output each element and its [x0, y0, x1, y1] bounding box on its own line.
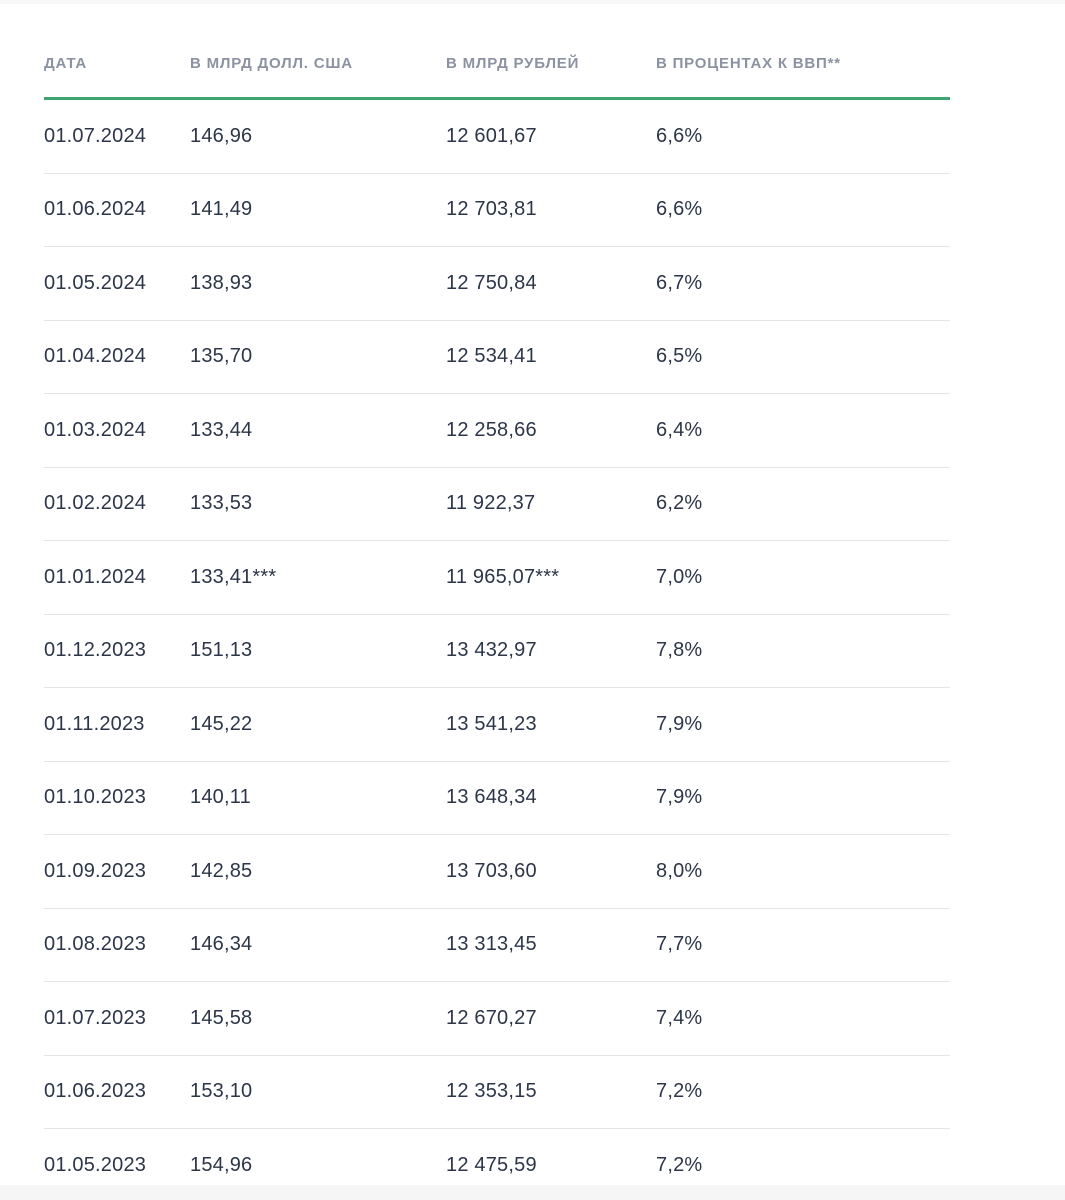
cell-percent-gdp: 6,5% [656, 345, 703, 368]
cell-date: 01.09.2023 [44, 859, 147, 882]
table-row: 01.06.2024 141,49 12 703,81 6,6% [44, 174, 950, 247]
cell-usd-billions: 133,41*** [190, 565, 277, 588]
cell-usd-billions: 138,93 [190, 271, 253, 294]
cell-rub-billions: 13 432,97 [446, 639, 537, 662]
cell-rub-billions: 13 703,60 [446, 859, 537, 882]
cell-date: 01.06.2023 [44, 1080, 147, 1103]
cell-usd-billions: 133,44 [190, 418, 253, 441]
cell-date: 01.06.2024 [44, 198, 147, 221]
cell-rub-billions: 12 475,59 [446, 1153, 537, 1176]
table-header-row: ДАТА В МЛРД ДОЛЛ. США В МЛРД РУБЛЕЙ В ПР… [44, 40, 950, 100]
cell-percent-gdp: 7,8% [656, 639, 703, 662]
table-row: 01.04.2024 135,70 12 534,41 6,5% [44, 321, 950, 394]
cell-percent-gdp: 7,9% [656, 712, 703, 735]
cell-date: 01.07.2023 [44, 1006, 147, 1029]
cell-usd-billions: 146,96 [190, 124, 253, 147]
cell-percent-gdp: 7,4% [656, 1006, 703, 1029]
cell-percent-gdp: 7,0% [656, 565, 703, 588]
cell-date: 01.03.2024 [44, 418, 147, 441]
cell-date: 01.07.2024 [44, 124, 147, 147]
cell-rub-billions: 13 648,34 [446, 786, 537, 809]
cell-usd-billions: 154,96 [190, 1153, 253, 1176]
cell-rub-billions: 12 353,15 [446, 1080, 537, 1103]
table-row: 01.02.2024 133,53 11 922,37 6,2% [44, 468, 950, 541]
cell-usd-billions: 133,53 [190, 492, 253, 515]
table-body: 01.07.2024 146,96 12 601,67 6,6% 01.06.2… [44, 100, 950, 1200]
cell-percent-gdp: 6,6% [656, 124, 703, 147]
cell-usd-billions: 141,49 [190, 198, 253, 221]
table-row: 01.03.2024 133,44 12 258,66 6,4% [44, 394, 950, 468]
cell-date: 01.12.2023 [44, 639, 147, 662]
cell-percent-gdp: 7,2% [656, 1080, 703, 1103]
cell-rub-billions: 12 750,84 [446, 271, 537, 294]
cell-rub-billions: 11 965,07*** [446, 565, 560, 588]
table-row: 01.06.2023 153,10 12 353,15 7,2% [44, 1056, 950, 1129]
column-header-percent-gdp: В ПРОЦЕНТАХ К ВВП** [656, 55, 841, 72]
cell-date: 01.05.2024 [44, 271, 147, 294]
cell-rub-billions: 11 922,37 [446, 492, 536, 515]
cell-date: 01.01.2024 [44, 565, 147, 588]
table-row: 01.12.2023 151,13 13 432,97 7,8% [44, 615, 950, 688]
cell-date: 01.10.2023 [44, 786, 147, 809]
table-row: 01.07.2023 145,58 12 670,27 7,4% [44, 982, 950, 1056]
cell-usd-billions: 145,22 [190, 712, 253, 735]
table-row: 01.08.2023 146,34 13 313,45 7,7% [44, 909, 950, 982]
cell-rub-billions: 12 258,66 [446, 418, 537, 441]
table-row: 01.01.2024 133,41*** 11 965,07*** 7,0% [44, 541, 950, 615]
cell-rub-billions: 12 534,41 [446, 345, 537, 368]
cell-date: 01.05.2023 [44, 1153, 147, 1176]
cell-usd-billions: 145,58 [190, 1006, 253, 1029]
cell-percent-gdp: 6,4% [656, 418, 703, 441]
cell-usd-billions: 146,34 [190, 933, 253, 956]
table-row: 01.10.2023 140,11 13 648,34 7,9% [44, 762, 950, 835]
cell-usd-billions: 135,70 [190, 345, 253, 368]
cell-percent-gdp: 6,2% [656, 492, 703, 515]
cell-date: 01.02.2024 [44, 492, 147, 515]
cell-percent-gdp: 6,7% [656, 271, 703, 294]
cell-usd-billions: 140,11 [190, 786, 251, 809]
table-row: 01.07.2024 146,96 12 601,67 6,6% [44, 100, 950, 174]
column-header-usd-billions: В МЛРД ДОЛЛ. США [190, 55, 353, 72]
cell-rub-billions: 13 313,45 [446, 933, 537, 956]
cell-percent-gdp: 8,0% [656, 859, 703, 882]
debt-table: ДАТА В МЛРД ДОЛЛ. США В МЛРД РУБЛЕЙ В ПР… [44, 40, 950, 1200]
cell-percent-gdp: 7,2% [656, 1153, 703, 1176]
top-edge-band [0, 0, 1065, 4]
cell-rub-billions: 12 670,27 [446, 1006, 537, 1029]
cell-percent-gdp: 7,7% [656, 933, 703, 956]
cell-percent-gdp: 7,9% [656, 786, 703, 809]
cell-date: 01.08.2023 [44, 933, 147, 956]
table-row: 01.05.2023 154,96 12 475,59 7,2% [44, 1129, 950, 1200]
table-row: 01.11.2023 145,22 13 541,23 7,9% [44, 688, 950, 762]
cell-rub-billions: 12 703,81 [446, 198, 537, 221]
cell-date: 01.04.2024 [44, 345, 147, 368]
cell-usd-billions: 142,85 [190, 859, 253, 882]
table-row: 01.09.2023 142,85 13 703,60 8,0% [44, 835, 950, 909]
cell-rub-billions: 13 541,23 [446, 712, 537, 735]
cell-rub-billions: 12 601,67 [446, 124, 537, 147]
column-header-rub-billions: В МЛРД РУБЛЕЙ [446, 55, 580, 72]
column-header-date: ДАТА [44, 55, 88, 72]
cell-usd-billions: 151,13 [190, 639, 253, 662]
table-row: 01.05.2024 138,93 12 750,84 6,7% [44, 247, 950, 321]
cell-date: 01.11.2023 [44, 712, 145, 735]
cell-percent-gdp: 6,6% [656, 198, 703, 221]
cell-usd-billions: 153,10 [190, 1080, 253, 1103]
bottom-edge-band [0, 1185, 1065, 1200]
